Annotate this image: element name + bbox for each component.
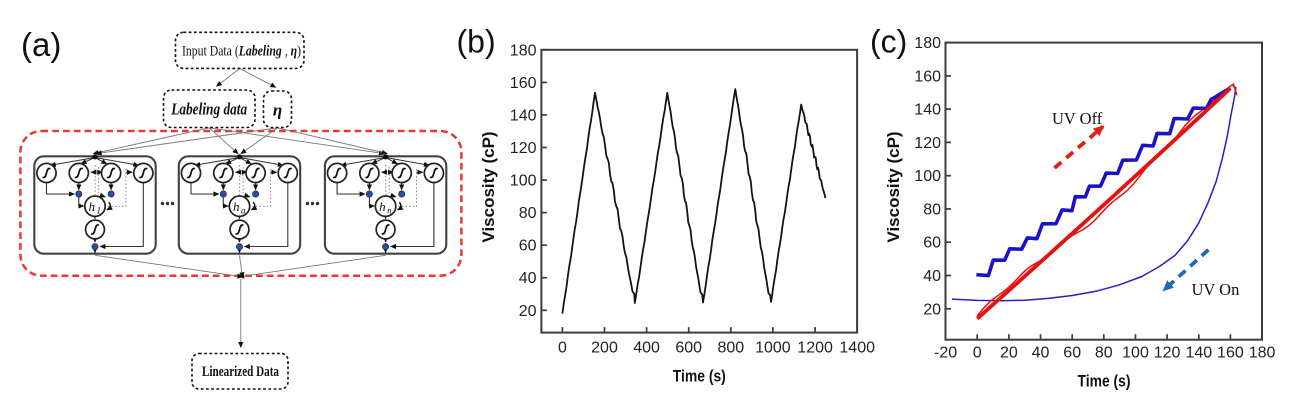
svg-text:0: 0 bbox=[558, 340, 567, 357]
svg-text:180: 180 bbox=[914, 35, 941, 52]
svg-text:80: 80 bbox=[923, 201, 941, 218]
svg-text:100: 100 bbox=[1122, 345, 1149, 362]
svg-text:1200: 1200 bbox=[797, 340, 833, 357]
svg-text:400: 400 bbox=[633, 340, 660, 357]
svg-text:40: 40 bbox=[1032, 345, 1050, 362]
svg-text:(c): (c) bbox=[870, 24, 907, 60]
svg-text:h: h bbox=[89, 199, 96, 214]
svg-text:Time (s): Time (s) bbox=[1078, 373, 1131, 391]
svg-text:140: 140 bbox=[1185, 345, 1212, 362]
svg-text:600: 600 bbox=[675, 340, 702, 357]
svg-text:160: 160 bbox=[510, 75, 537, 92]
svg-text:140: 140 bbox=[510, 107, 537, 124]
svg-text:Time (s): Time (s) bbox=[673, 368, 726, 386]
svg-text:1400: 1400 bbox=[839, 340, 875, 357]
svg-text:h: h bbox=[379, 199, 386, 214]
svg-text:(a): (a) bbox=[21, 26, 61, 63]
svg-text:140: 140 bbox=[914, 102, 941, 119]
svg-text:180: 180 bbox=[1249, 345, 1276, 362]
svg-text:100: 100 bbox=[510, 173, 537, 190]
svg-text:20: 20 bbox=[1000, 345, 1018, 362]
svg-text:60: 60 bbox=[923, 235, 941, 252]
svg-text:(b): (b) bbox=[457, 24, 496, 60]
svg-text:120: 120 bbox=[1154, 345, 1181, 362]
svg-text:1000: 1000 bbox=[755, 340, 791, 357]
svg-text:Viscosity (cP): Viscosity (cP) bbox=[479, 131, 498, 242]
svg-text:80: 80 bbox=[519, 205, 537, 222]
svg-text:180: 180 bbox=[510, 42, 537, 59]
svg-text:160: 160 bbox=[914, 68, 941, 85]
svg-text:Linearized Data: Linearized Data bbox=[202, 364, 279, 380]
svg-text:-20: -20 bbox=[934, 345, 957, 362]
svg-text:h: h bbox=[233, 199, 240, 214]
svg-text:0: 0 bbox=[973, 345, 982, 362]
svg-text:Labeling data: Labeling data bbox=[170, 100, 247, 119]
svg-text:UV On: UV On bbox=[1192, 280, 1240, 299]
svg-text:100: 100 bbox=[914, 168, 941, 185]
svg-text:n: n bbox=[387, 205, 392, 215]
svg-text:60: 60 bbox=[519, 238, 537, 255]
svg-text:20: 20 bbox=[923, 301, 941, 318]
svg-text:40: 40 bbox=[519, 270, 537, 287]
svg-text:800: 800 bbox=[717, 340, 744, 357]
svg-text:60: 60 bbox=[1063, 345, 1081, 362]
svg-text:Input Data (Labeling , η): Input Data (Labeling , η) bbox=[182, 44, 301, 60]
svg-text:a: a bbox=[241, 205, 246, 215]
svg-text:160: 160 bbox=[1217, 345, 1244, 362]
svg-text:200: 200 bbox=[591, 340, 618, 357]
svg-text:η: η bbox=[273, 101, 282, 120]
svg-text:120: 120 bbox=[510, 140, 537, 157]
svg-text:120: 120 bbox=[914, 135, 941, 152]
svg-text:UV Off: UV Off bbox=[1052, 109, 1103, 128]
svg-text:Viscosity (cP): Viscosity (cP) bbox=[884, 131, 903, 242]
svg-text:20: 20 bbox=[519, 303, 537, 320]
svg-text:1: 1 bbox=[97, 205, 102, 215]
svg-text:40: 40 bbox=[923, 268, 941, 285]
svg-text:80: 80 bbox=[1095, 345, 1113, 362]
